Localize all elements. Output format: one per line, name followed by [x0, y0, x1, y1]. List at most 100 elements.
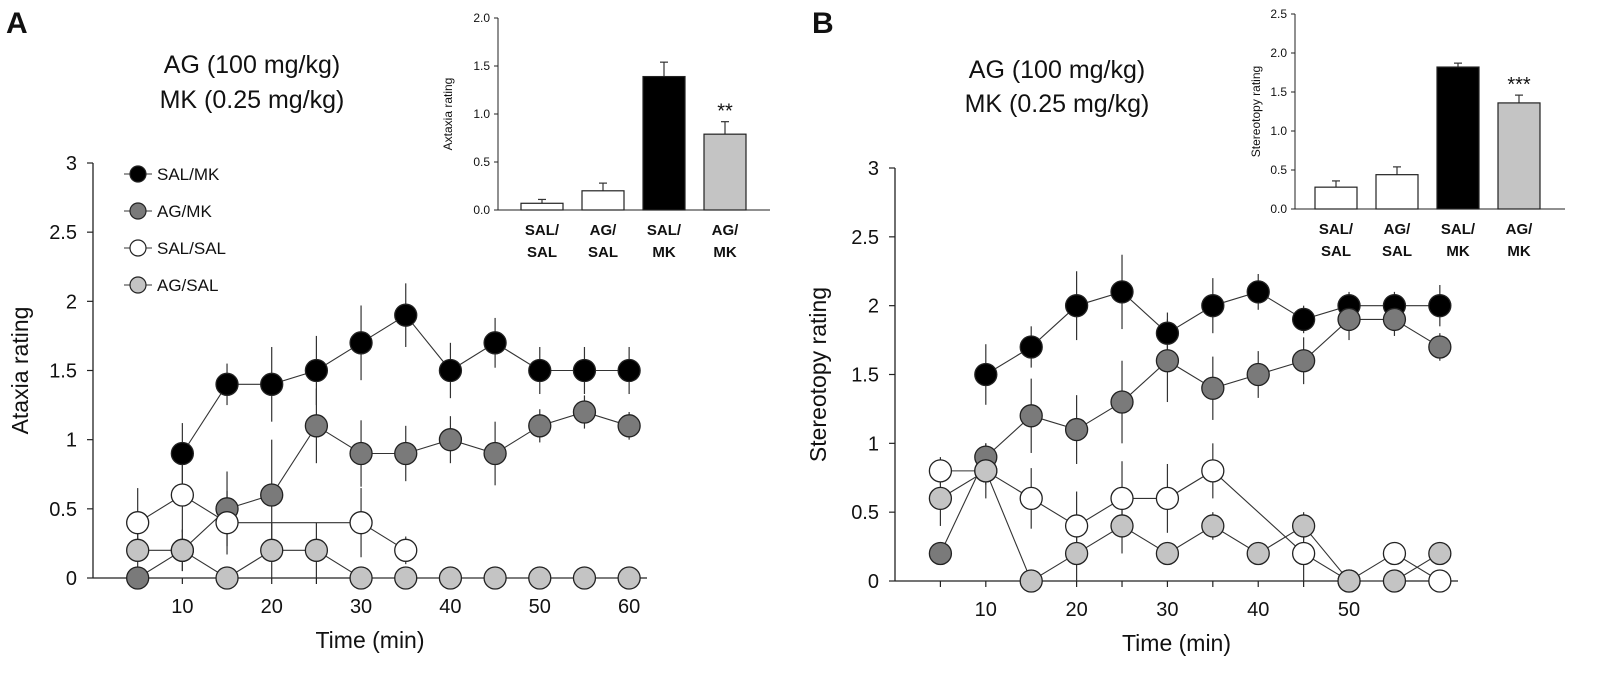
data-point [215, 511, 239, 535]
data-point [1110, 514, 1134, 538]
series-line [137, 549, 630, 579]
data-point [260, 372, 284, 396]
series-line [940, 470, 1441, 582]
data-point [928, 459, 953, 483]
inset-category-label: AG/ [1506, 221, 1534, 238]
data-point [394, 566, 418, 590]
y-tick-label: 0 [868, 571, 879, 593]
data-point [572, 400, 597, 424]
data-point [1246, 280, 1270, 304]
inset-bar [581, 190, 625, 211]
data-point [304, 358, 329, 383]
data-point [1291, 307, 1316, 332]
data-point [215, 566, 239, 590]
inset-y-tick-label: 1.0 [473, 107, 490, 121]
x-tick-label: 10 [171, 596, 193, 618]
data-point [1110, 280, 1134, 304]
data-point [1155, 349, 1180, 373]
data-point [528, 414, 552, 438]
y-tick-label: 0 [66, 568, 77, 590]
inset-y-tick-label: 1.5 [473, 59, 490, 73]
legend-marker [129, 276, 147, 294]
inset-y-tick-label: 0.0 [473, 203, 490, 217]
data-point [528, 566, 552, 590]
legend: SAL/MK AG/MK SAL/SAL AG/SAL [124, 165, 226, 295]
series-ag-sal [137, 522, 630, 579]
data-point [1291, 349, 1316, 373]
inset-bar [1314, 186, 1358, 210]
inset-category-label: MK [1507, 243, 1530, 260]
markers [928, 280, 1452, 593]
y-tick-label: 2 [868, 296, 879, 318]
inset-y-tick-label: 2.0 [473, 11, 490, 25]
inset-y-tick-label: 2.5 [1270, 7, 1287, 21]
inset-bar [1497, 102, 1541, 210]
inset-category-label: SAL/ [1319, 221, 1354, 238]
series-line [939, 318, 1441, 554]
data-point [1201, 459, 1225, 483]
data-point [1064, 417, 1089, 442]
data-point [974, 459, 998, 483]
inset-category-label: SAL/ [525, 222, 560, 239]
data-point [1428, 569, 1452, 593]
data-point [394, 303, 418, 327]
panel-b: B AG (100 mg/kg) MK (0.25 mg/kg) 0 0.5 1 1.5 2 2… [805, 7, 1565, 656]
legend-label: SAL/SAL [157, 239, 226, 258]
data-point [1382, 307, 1407, 332]
data-point [126, 511, 150, 535]
data-point [1019, 569, 1043, 593]
inset-category-label: SAL [588, 244, 618, 261]
data-point [1110, 390, 1134, 414]
series-ag-mk [939, 298, 1441, 554]
inset-y-tick-label: 1.5 [1270, 85, 1287, 99]
data-point [260, 538, 284, 562]
data-point [974, 362, 998, 387]
data-point [438, 428, 463, 452]
y-tick-label: 3 [66, 153, 77, 175]
data-point [394, 538, 418, 562]
data-point [617, 566, 641, 590]
x-axis-label: Time (min) [315, 627, 424, 653]
x-tick-label: 10 [975, 599, 997, 621]
significance-stars: ** [717, 101, 733, 123]
inset-category-label: MK [1446, 243, 1469, 260]
data-point [1428, 541, 1452, 566]
inset-bar [520, 202, 564, 211]
data-point [1064, 541, 1089, 566]
x-tick-label: 30 [1156, 599, 1178, 621]
inset-bar-chart: 0.0 0.5 1.0 1.5 2.0 2.5 Stereotopy rating SAL/S… [1249, 7, 1565, 260]
series-sal-sal [939, 443, 1441, 582]
data-point [483, 331, 507, 355]
y-tick-label: 2 [66, 291, 77, 313]
markers [126, 303, 641, 590]
inset-bar-chart: 0.0 0.5 1.0 1.5 2.0 Axtaxia rating SAL/SAL AG/S… [441, 11, 770, 261]
data-point [394, 441, 418, 466]
inset-category-label: SAL [1321, 243, 1351, 260]
condition-ag: AG (100 mg/kg) [969, 56, 1145, 84]
data-point [1155, 541, 1180, 566]
x-axis-label: Time (min) [1122, 630, 1231, 656]
legend-marker [129, 239, 147, 257]
series-ag-sal [939, 443, 1441, 582]
x-tick-label: 20 [261, 596, 283, 618]
data-point [1428, 335, 1452, 359]
x-tick-label: 60 [618, 596, 640, 618]
data-point [349, 511, 373, 535]
data-point [1019, 486, 1043, 511]
inset-bar [1375, 174, 1419, 210]
inset-y-tick-label: 0.5 [473, 155, 490, 169]
legend-label: AG/MK [157, 202, 212, 221]
y-axis-label: Stereotopy rating [805, 287, 831, 462]
data-point [438, 566, 463, 590]
data-point [572, 566, 597, 590]
data-point [483, 566, 507, 590]
y-tick-label: 2.5 [851, 227, 879, 249]
inset-category-label: AG/ [590, 222, 618, 239]
data-point [1110, 486, 1134, 511]
y-tick-label: 1.5 [851, 365, 879, 387]
x-tick-label: 30 [350, 596, 372, 618]
inset-category-label: SAL [1382, 243, 1412, 260]
data-point [1019, 404, 1043, 428]
panel-letter: B [812, 7, 834, 40]
